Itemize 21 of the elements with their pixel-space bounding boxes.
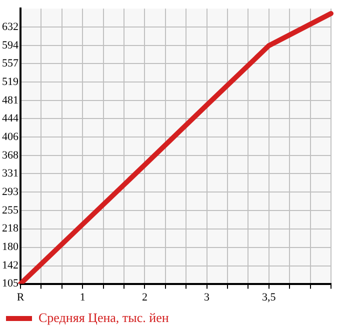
y-tick-label: 406 xyxy=(2,131,19,144)
y-tick-label: 519 xyxy=(2,76,19,88)
y-tick-label: 218 xyxy=(2,222,19,235)
legend-label: Средняя Цена, тыс. йен xyxy=(38,310,169,325)
x-tick-label: R xyxy=(16,291,25,304)
y-tick-label: 368 xyxy=(2,150,19,162)
y-tick-label: 105 xyxy=(2,278,19,290)
y-tick-label: 331 xyxy=(2,168,18,180)
x-tick-label: 3,5 xyxy=(262,291,276,304)
y-tick-label: 293 xyxy=(2,186,19,198)
y-tick-label: 557 xyxy=(2,58,19,70)
x-tick-label: 3 xyxy=(204,291,210,304)
y-tick-label: 255 xyxy=(2,204,19,217)
y-tick-label: 180 xyxy=(2,241,19,254)
x-tick-label: 2 xyxy=(142,291,148,304)
y-tick-label: 481 xyxy=(2,94,18,107)
y-tick-label: 444 xyxy=(2,112,19,125)
y-tick-label: 632 xyxy=(2,21,18,33)
x-tick-label: 1 xyxy=(80,291,86,304)
y-tick-label: 594 xyxy=(2,40,19,52)
y-tick-label: 142 xyxy=(2,260,18,272)
